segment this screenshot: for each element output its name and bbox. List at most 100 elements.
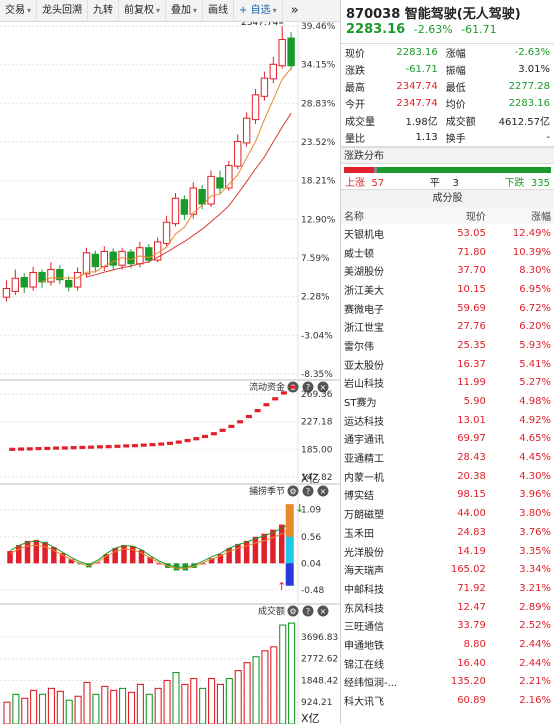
flow-mark xyxy=(272,397,279,401)
toolbar-item-2[interactable]: 九转 xyxy=(88,0,120,22)
component-change: 2.21% xyxy=(519,676,551,688)
price-row: 2283.16 -2.63% -61.71 xyxy=(341,22,554,44)
season-bar xyxy=(129,545,136,564)
chart-area: 39.46% 34.15% 28.83% 23.52% 18.21% 12.90% 7.59… xyxy=(0,18,340,725)
component-row[interactable]: 雷尔伟 25.35 5.93% xyxy=(341,336,554,355)
component-row[interactable]: 天银机电 53.05 12.49% xyxy=(341,224,554,243)
component-row[interactable]: 岩山科技 11.99 5.27% xyxy=(341,374,554,393)
season-bar xyxy=(147,557,153,564)
toolbar-item-3[interactable]: 前复权 ▾ xyxy=(119,0,167,22)
toolbar-item-label: 龙头回溯 xyxy=(42,4,83,16)
season-bar xyxy=(208,558,215,564)
toolbar-item-4[interactable]: 叠加 ▾ xyxy=(166,0,204,22)
season-bar xyxy=(16,544,22,564)
component-price: 71.80 xyxy=(457,246,486,258)
season-bar xyxy=(235,543,241,564)
volume-bar xyxy=(252,656,260,725)
season-bar xyxy=(165,563,171,568)
season-bar xyxy=(243,540,250,564)
pct-axis-label: 23.52% xyxy=(301,138,336,148)
candle-body xyxy=(216,177,224,189)
component-row[interactable]: ST赛为 5.90 4.98% xyxy=(341,392,554,411)
quote-label: 最低 xyxy=(445,83,466,94)
toolbar-item-6[interactable]: + 自选 ▾ xyxy=(234,0,283,22)
candle-body xyxy=(145,247,153,261)
components-table: 名称 现价 涨幅 天银机电 53.05 12.49% 威士顿 71.80 10.39% 美湖… xyxy=(341,207,554,710)
component-row[interactable]: 亚太股份 16.37 5.41% xyxy=(341,355,554,374)
component-row[interactable]: 威士顿 71.80 10.39% xyxy=(341,243,554,262)
toolbar-item-1[interactable]: 龙头回溯 xyxy=(37,0,89,22)
help-icon-glyph: ? xyxy=(306,383,310,392)
component-row[interactable]: 中邮科技 71.92 3.21% xyxy=(341,579,554,598)
component-price: 71.92 xyxy=(457,582,486,594)
component-row[interactable]: 美湖股份 37.70 8.30% xyxy=(341,261,554,280)
toolbar-item-0[interactable]: 交易 ▾ xyxy=(0,0,38,22)
component-row[interactable]: 三旺通信 33.79 2.52% xyxy=(341,616,554,635)
component-row[interactable]: 玉禾田 24.83 3.76% xyxy=(341,523,554,542)
season-bar xyxy=(94,562,101,564)
component-name: 万朗磁塑 xyxy=(344,510,384,522)
quote-row: 量比 1.13 换手 - xyxy=(341,129,554,146)
stock-title: 870038 智能驾驶(无人驾驶) xyxy=(346,7,521,22)
season-bar xyxy=(156,563,162,565)
component-row[interactable]: 亚通精工 28.43 4.45% xyxy=(341,448,554,467)
volume-bar xyxy=(119,687,127,725)
component-row[interactable]: 万朗磁塑 44.00 3.80% xyxy=(341,504,554,523)
toolbar-item-5[interactable]: 画线 xyxy=(203,0,235,22)
volume-bar xyxy=(127,691,136,725)
more-icon[interactable]: » xyxy=(290,2,299,18)
col-change[interactable]: 涨幅 xyxy=(488,207,554,224)
component-price: 20.38 xyxy=(457,470,486,482)
component-price: 135.20 xyxy=(450,676,486,688)
quote-value: 2283.16 xyxy=(508,98,550,109)
volume-bar xyxy=(261,650,269,725)
quote-label: 涨幅 xyxy=(445,49,466,60)
down-arrow-icon: ↓ xyxy=(295,502,304,515)
component-row[interactable]: 浙江美大 10.15 6.95% xyxy=(341,280,554,299)
flow-mark xyxy=(149,443,156,447)
volume-bar xyxy=(136,683,144,725)
flow-mark xyxy=(210,432,217,436)
component-row[interactable]: 通宇通讯 69.97 4.65% xyxy=(341,430,554,449)
component-price: 10.15 xyxy=(457,283,486,295)
quote-label: 最高 xyxy=(345,83,365,94)
chart-canvas[interactable]: 39.46% 34.15% 28.83% 23.52% 18.21% 12.90% 7.59… xyxy=(0,18,340,725)
component-row[interactable]: 博实结 98.15 3.96% xyxy=(341,486,554,505)
component-change: 2.52% xyxy=(519,620,551,632)
col-name[interactable]: 名称 xyxy=(341,207,429,224)
col-price[interactable]: 现价 xyxy=(428,207,489,224)
component-row[interactable]: 东风科技 12.47 2.89% xyxy=(341,598,554,617)
component-change: 4.30% xyxy=(519,470,551,482)
component-name: 锦江在线 xyxy=(344,659,384,671)
quote-label: 今开 xyxy=(345,100,365,111)
help-icon-glyph: ? xyxy=(306,487,310,496)
quote-label: 成交量 xyxy=(345,117,375,128)
caret-down-icon: ▾ xyxy=(272,5,277,15)
change-value: -61.71 xyxy=(461,23,497,36)
component-row[interactable]: 申通地铁 8.80 2.44% xyxy=(341,635,554,654)
up-label: 上涨 xyxy=(345,178,365,189)
component-row[interactable]: 经纬恒润-... 135.20 2.21% xyxy=(341,673,554,692)
component-row[interactable]: 科大讯飞 60.89 2.16% xyxy=(341,691,554,710)
signal-bar-orange xyxy=(285,504,294,537)
component-row[interactable]: 海天瑞声 165.02 3.34% xyxy=(341,560,554,579)
candle-body xyxy=(242,117,251,144)
panel-title: 捕捞季节 xyxy=(249,485,285,497)
component-change: 5.27% xyxy=(519,377,551,389)
flow-mark xyxy=(280,391,287,395)
component-row[interactable]: 内蒙一机 20.38 4.30% xyxy=(341,467,554,486)
flat-label: 平 xyxy=(429,178,440,189)
component-row[interactable]: 赛微电子 59.69 6.72% xyxy=(341,299,554,318)
candle-body xyxy=(171,197,180,225)
volume-bar xyxy=(207,677,216,725)
candle-body xyxy=(180,199,189,215)
flow-mark xyxy=(9,447,16,451)
component-row[interactable]: 运达科技 13.01 4.92% xyxy=(341,411,554,430)
component-row[interactable]: 锦江在线 16.40 2.44% xyxy=(341,654,554,673)
candle-body xyxy=(91,253,100,268)
quote-value: 1.13 xyxy=(415,132,438,143)
component-row[interactable]: 光洋股份 14.19 3.35% xyxy=(341,542,554,561)
component-row[interactable]: 浙江世宝 27.76 6.20% xyxy=(341,317,554,336)
flow-mark xyxy=(35,447,42,451)
candle-body xyxy=(207,175,215,205)
